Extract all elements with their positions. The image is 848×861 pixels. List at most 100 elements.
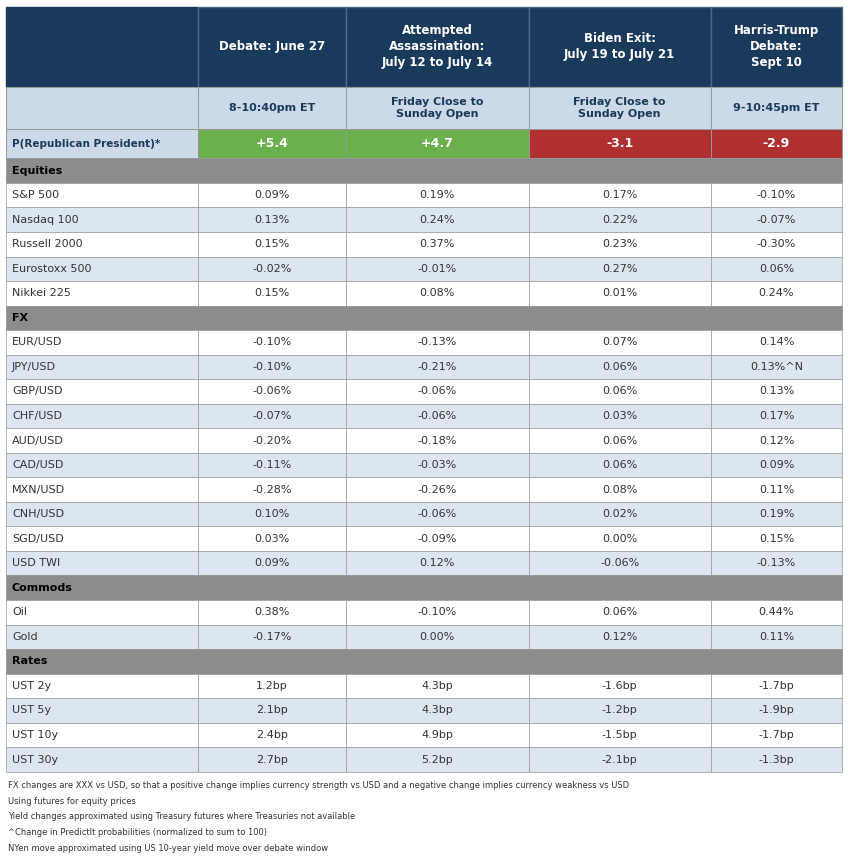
Text: Equities: Equities xyxy=(12,165,62,176)
Bar xyxy=(346,624,528,649)
Bar xyxy=(346,722,528,747)
Text: Nasdaq 100: Nasdaq 100 xyxy=(12,214,79,225)
Bar xyxy=(198,673,346,698)
Text: -0.13%: -0.13% xyxy=(418,338,457,347)
Text: USD TWI: USD TWI xyxy=(12,558,60,568)
Bar xyxy=(198,330,346,355)
Text: 5.2bp: 5.2bp xyxy=(421,754,453,765)
Bar xyxy=(528,453,711,477)
Bar xyxy=(528,330,711,355)
Bar xyxy=(711,502,842,526)
Text: -0.09%: -0.09% xyxy=(417,534,457,543)
Text: -0.21%: -0.21% xyxy=(417,362,457,372)
Bar xyxy=(198,183,346,208)
Text: Harris-Trump
Debate:
Sept 10: Harris-Trump Debate: Sept 10 xyxy=(734,24,819,70)
Bar xyxy=(711,453,842,477)
Text: 4.9bp: 4.9bp xyxy=(421,730,453,740)
Bar xyxy=(6,698,198,722)
Bar xyxy=(346,330,528,355)
Text: 0.15%: 0.15% xyxy=(254,239,290,249)
Text: -0.10%: -0.10% xyxy=(253,338,292,347)
Bar xyxy=(198,232,346,257)
Bar xyxy=(198,453,346,477)
Bar xyxy=(711,477,842,502)
Bar xyxy=(198,404,346,428)
Bar xyxy=(711,330,842,355)
Text: Debate: June 27: Debate: June 27 xyxy=(219,40,326,53)
Bar xyxy=(711,355,842,379)
Bar xyxy=(346,7,528,87)
Text: 0.12%: 0.12% xyxy=(420,558,455,568)
Text: -0.01%: -0.01% xyxy=(418,263,457,274)
Bar xyxy=(711,129,842,158)
Text: -2.9: -2.9 xyxy=(763,138,790,151)
Text: MXN/USD: MXN/USD xyxy=(12,485,65,494)
Text: -0.03%: -0.03% xyxy=(418,460,457,470)
Text: S&P 500: S&P 500 xyxy=(12,190,59,200)
Text: 8-10:40pm ET: 8-10:40pm ET xyxy=(229,103,315,113)
Text: 0.00%: 0.00% xyxy=(420,632,455,641)
Text: 0.38%: 0.38% xyxy=(254,607,290,617)
Text: 2.7bp: 2.7bp xyxy=(256,754,288,765)
Text: 0.13%: 0.13% xyxy=(254,214,290,225)
Text: 0.11%: 0.11% xyxy=(759,632,794,641)
Bar xyxy=(198,257,346,281)
Text: -0.26%: -0.26% xyxy=(417,485,457,494)
Text: -1.9bp: -1.9bp xyxy=(759,705,795,715)
Text: -0.02%: -0.02% xyxy=(253,263,292,274)
Text: Attempted
Assassination:
July 12 to July 14: Attempted Assassination: July 12 to July… xyxy=(382,24,493,70)
Text: -0.18%: -0.18% xyxy=(417,436,457,445)
Text: 0.03%: 0.03% xyxy=(602,411,638,421)
Text: 0.17%: 0.17% xyxy=(759,411,794,421)
Text: -0.10%: -0.10% xyxy=(418,607,457,617)
Text: 0.23%: 0.23% xyxy=(602,239,638,249)
Bar xyxy=(711,257,842,281)
Text: AUD/USD: AUD/USD xyxy=(12,436,64,445)
Text: -1.2bp: -1.2bp xyxy=(602,705,638,715)
Text: 0.37%: 0.37% xyxy=(420,239,455,249)
Bar xyxy=(6,355,198,379)
Text: 0.03%: 0.03% xyxy=(254,534,290,543)
Bar xyxy=(528,379,711,404)
Bar xyxy=(6,453,198,477)
Text: Friday Close to
Sunday Open: Friday Close to Sunday Open xyxy=(573,97,666,120)
Text: Yield changes approximated using Treasury futures where Treasuries not available: Yield changes approximated using Treasur… xyxy=(8,812,355,821)
Text: 0.08%: 0.08% xyxy=(602,485,638,494)
Bar xyxy=(528,624,711,649)
Bar xyxy=(711,232,842,257)
Bar xyxy=(198,208,346,232)
Bar xyxy=(6,404,198,428)
Text: 0.06%: 0.06% xyxy=(602,436,638,445)
Bar xyxy=(528,404,711,428)
Bar xyxy=(711,7,842,87)
Text: 0.06%: 0.06% xyxy=(602,387,638,396)
Bar xyxy=(346,404,528,428)
Bar xyxy=(528,257,711,281)
Bar xyxy=(6,551,198,575)
Text: 0.10%: 0.10% xyxy=(254,509,290,519)
Text: 2.1bp: 2.1bp xyxy=(256,705,288,715)
Bar xyxy=(711,747,842,771)
Text: -0.10%: -0.10% xyxy=(253,362,292,372)
Text: Russell 2000: Russell 2000 xyxy=(12,239,82,249)
Text: GBP/USD: GBP/USD xyxy=(12,387,63,396)
Text: Friday Close to
Sunday Open: Friday Close to Sunday Open xyxy=(391,97,483,120)
Bar xyxy=(6,722,198,747)
Bar xyxy=(6,183,198,208)
Bar xyxy=(711,624,842,649)
Text: -2.1bp: -2.1bp xyxy=(602,754,638,765)
Bar xyxy=(346,526,528,551)
Bar xyxy=(198,87,346,129)
Bar xyxy=(711,404,842,428)
Bar xyxy=(6,257,198,281)
Bar xyxy=(198,379,346,404)
Bar xyxy=(6,87,198,129)
Bar xyxy=(346,183,528,208)
Bar xyxy=(711,722,842,747)
Text: 0.09%: 0.09% xyxy=(759,460,794,470)
Text: 0.13%: 0.13% xyxy=(759,387,794,396)
Text: EUR/USD: EUR/USD xyxy=(12,338,63,347)
Text: 0.07%: 0.07% xyxy=(602,338,638,347)
Text: 0.01%: 0.01% xyxy=(602,288,638,298)
Bar xyxy=(528,428,711,453)
